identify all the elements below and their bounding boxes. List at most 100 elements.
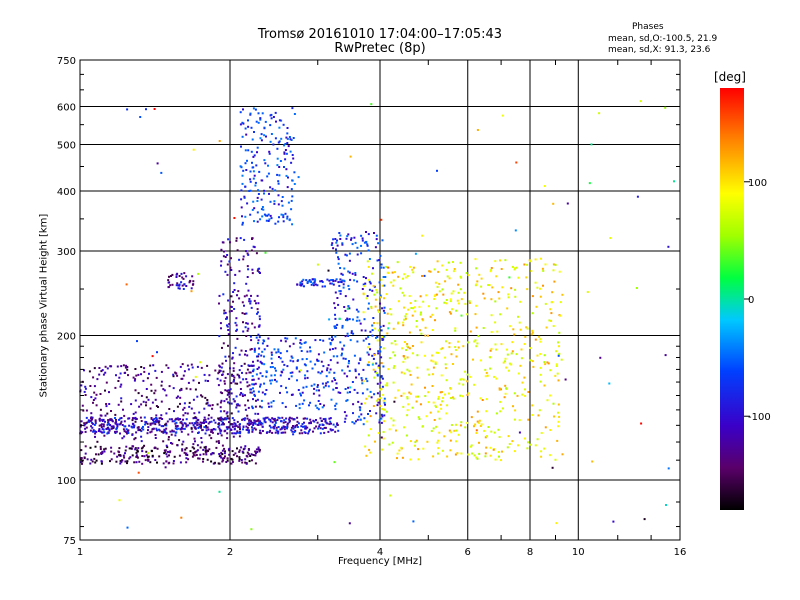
- data-point: [92, 376, 95, 379]
- data-point: [255, 336, 258, 339]
- data-point: [273, 419, 276, 422]
- data-point: [448, 277, 451, 280]
- data-point: [249, 455, 252, 457]
- data-point: [431, 385, 434, 387]
- data-point: [321, 423, 324, 426]
- data-point: [185, 447, 188, 450]
- data-point: [191, 275, 194, 278]
- data-point: [226, 428, 229, 430]
- data-point: [190, 287, 193, 290]
- data-point: [380, 266, 383, 269]
- data-point: [331, 348, 334, 350]
- data-point: [599, 356, 602, 359]
- data-point: [116, 423, 118, 426]
- data-point: [225, 398, 228, 401]
- data-point: [220, 423, 223, 426]
- data-point: [457, 340, 460, 343]
- data-point: [410, 307, 413, 309]
- data-point: [494, 343, 497, 346]
- data-point: [324, 426, 327, 429]
- data-point: [176, 444, 179, 447]
- data-point: [211, 452, 214, 454]
- data-point: [179, 461, 182, 464]
- data-point: [257, 311, 259, 314]
- data-point: [531, 360, 534, 363]
- data-point: [231, 417, 234, 420]
- data-point: [421, 275, 423, 277]
- data-point: [250, 150, 253, 153]
- data-point: [238, 456, 241, 459]
- data-point: [226, 393, 229, 396]
- data-point: [252, 398, 254, 401]
- data-point: [330, 422, 332, 425]
- data-point: [283, 426, 286, 428]
- data-point: [330, 398, 333, 401]
- data-point: [404, 276, 407, 279]
- data-point: [256, 269, 259, 272]
- data-point: [227, 389, 230, 392]
- data-point: [246, 429, 249, 431]
- data-point: [318, 389, 320, 392]
- data-point: [292, 418, 295, 421]
- data-point: [480, 359, 482, 362]
- data-point: [534, 338, 537, 341]
- data-point: [145, 108, 147, 111]
- data-point: [160, 414, 163, 417]
- data-point: [238, 404, 241, 407]
- data-point: [257, 353, 260, 356]
- data-point: [490, 347, 493, 350]
- data-point: [285, 426, 288, 429]
- data-point: [423, 274, 426, 277]
- data-point: [243, 419, 246, 422]
- data-point: [436, 260, 439, 263]
- data-point: [366, 380, 369, 383]
- data-point: [337, 262, 340, 265]
- data-point: [226, 457, 229, 460]
- data-point: [556, 439, 559, 442]
- data-point: [348, 259, 351, 262]
- data-point: [228, 260, 231, 263]
- data-point: [373, 393, 376, 396]
- data-point: [105, 403, 108, 405]
- data-point: [255, 302, 257, 305]
- data-point: [88, 370, 91, 373]
- data-point: [150, 422, 153, 425]
- data-point: [254, 405, 257, 408]
- data-point: [230, 257, 232, 260]
- data-point: [234, 273, 237, 276]
- data-point: [162, 430, 165, 433]
- data-point: [537, 414, 540, 417]
- data-point: [375, 412, 378, 415]
- data-point: [277, 416, 280, 419]
- data-point: [539, 340, 542, 343]
- data-point: [256, 211, 259, 214]
- data-point: [175, 421, 178, 424]
- data-point: [327, 269, 330, 272]
- data-point: [147, 426, 150, 429]
- data-point: [165, 394, 168, 397]
- data-point: [110, 446, 113, 449]
- data-point: [233, 432, 236, 435]
- data-point: [470, 444, 473, 447]
- data-point: [200, 437, 203, 439]
- data-point: [227, 238, 230, 241]
- data-point: [146, 422, 149, 425]
- data-point: [221, 417, 224, 420]
- data-point: [337, 391, 340, 394]
- data-point: [346, 235, 349, 238]
- data-point: [291, 223, 294, 226]
- data-point: [251, 421, 254, 424]
- data-point: [316, 384, 319, 387]
- data-point: [260, 139, 263, 142]
- data-point: [223, 457, 226, 460]
- data-point: [311, 278, 314, 281]
- data-point: [253, 299, 256, 302]
- data-point: [257, 121, 260, 124]
- data-point: [267, 164, 269, 167]
- data-point: [101, 428, 104, 430]
- data-point: [486, 435, 488, 438]
- data-point: [240, 206, 243, 209]
- data-point: [302, 425, 304, 428]
- data-point: [284, 149, 287, 151]
- data-point: [422, 300, 425, 303]
